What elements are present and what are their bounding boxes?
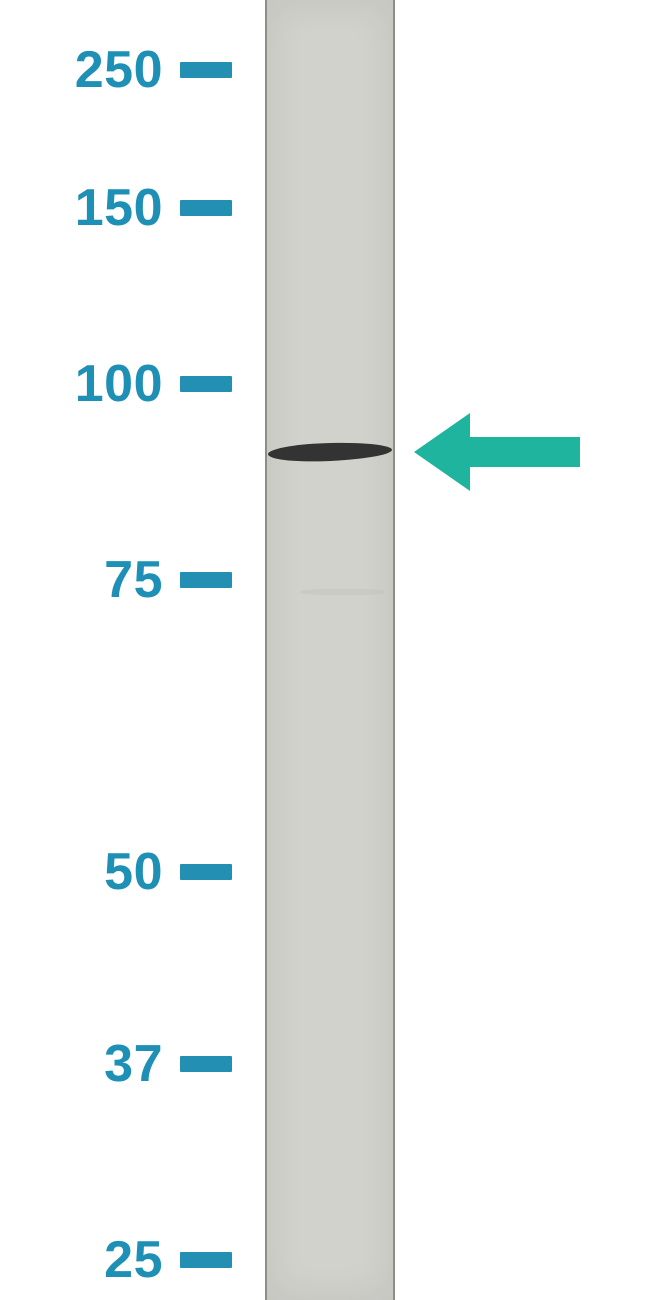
arrow-head-icon (414, 413, 470, 491)
mw-tick-37 (180, 1056, 232, 1072)
mw-label-150: 150 (75, 178, 163, 238)
mw-tick-250 (180, 62, 232, 78)
faint-band (300, 589, 385, 595)
blot-lane (265, 0, 395, 1300)
mw-tick-75 (180, 572, 232, 588)
mw-label-75: 75 (104, 550, 163, 610)
mw-label-250: 250 (75, 40, 163, 100)
mw-tick-50 (180, 864, 232, 880)
mw-label-100: 100 (75, 354, 163, 414)
mw-tick-25 (180, 1252, 232, 1268)
band-indicator-arrow (0, 413, 650, 491)
western-blot-figure: 250 150 100 75 50 37 25 (0, 0, 650, 1300)
mw-tick-100 (180, 376, 232, 392)
mw-tick-150 (180, 200, 232, 216)
mw-label-50: 50 (104, 842, 163, 902)
arrow-shaft (470, 437, 580, 467)
mw-label-37: 37 (104, 1034, 163, 1094)
mw-label-25: 25 (104, 1230, 163, 1290)
